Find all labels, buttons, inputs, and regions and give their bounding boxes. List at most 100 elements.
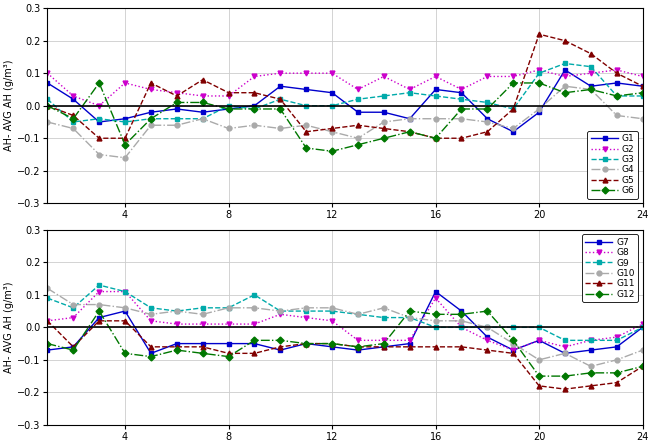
G10 xyxy=(380,305,388,310)
G11 xyxy=(276,344,284,350)
G6 xyxy=(69,116,77,121)
G2 xyxy=(406,87,413,92)
G3 xyxy=(225,103,232,108)
Line: G4: G4 xyxy=(45,84,645,160)
G8 xyxy=(302,315,310,320)
G7 xyxy=(458,308,466,314)
Line: G10: G10 xyxy=(45,286,645,369)
G8 xyxy=(251,322,259,327)
G1 xyxy=(69,96,77,102)
G4 xyxy=(173,123,181,128)
G7 xyxy=(225,341,232,346)
G4 xyxy=(328,129,336,134)
G4 xyxy=(483,120,491,125)
G11 xyxy=(147,344,155,350)
Legend: G7, G8, G9, G10, G11, G12: G7, G8, G9, G10, G11, G12 xyxy=(582,234,638,302)
G7 xyxy=(509,347,517,353)
G7 xyxy=(276,347,284,353)
G7 xyxy=(639,325,646,330)
G9 xyxy=(173,308,181,314)
Y-axis label: AH- AVG AH (g/m³): AH- AVG AH (g/m³) xyxy=(4,281,14,373)
G11 xyxy=(613,380,621,385)
G1 xyxy=(121,116,129,121)
G8 xyxy=(639,322,646,327)
G12 xyxy=(432,312,439,317)
G10 xyxy=(302,305,310,310)
G7 xyxy=(147,351,155,356)
G3 xyxy=(44,96,52,102)
G11 xyxy=(44,318,52,323)
Line: G12: G12 xyxy=(45,309,645,379)
G2 xyxy=(95,103,103,108)
G2 xyxy=(147,87,155,92)
G1 xyxy=(432,87,439,92)
G2 xyxy=(561,74,569,79)
G9 xyxy=(199,305,206,310)
G11 xyxy=(380,344,388,350)
G6 xyxy=(276,106,284,112)
G2 xyxy=(121,80,129,86)
G3 xyxy=(173,116,181,121)
G5 xyxy=(225,90,232,95)
G1 xyxy=(613,80,621,86)
G5 xyxy=(354,123,362,128)
G6 xyxy=(613,93,621,99)
G9 xyxy=(535,325,543,330)
G9 xyxy=(95,282,103,288)
G3 xyxy=(328,103,336,108)
G8 xyxy=(328,318,336,323)
G10 xyxy=(613,357,621,363)
G6 xyxy=(354,142,362,148)
Line: G9: G9 xyxy=(45,283,645,343)
G8 xyxy=(121,289,129,294)
G7 xyxy=(302,341,310,346)
G5 xyxy=(458,136,466,141)
G7 xyxy=(483,334,491,340)
G12 xyxy=(225,354,232,359)
G2 xyxy=(354,87,362,92)
G1 xyxy=(354,110,362,115)
G12 xyxy=(509,338,517,343)
G8 xyxy=(199,322,206,327)
G12 xyxy=(380,341,388,346)
G9 xyxy=(147,305,155,310)
Line: G5: G5 xyxy=(45,32,645,140)
G12 xyxy=(458,312,466,317)
G2 xyxy=(483,74,491,79)
G11 xyxy=(483,347,491,353)
G2 xyxy=(458,87,466,92)
G5 xyxy=(44,103,52,108)
G9 xyxy=(639,325,646,330)
G11 xyxy=(639,363,646,369)
G2 xyxy=(380,74,388,79)
G7 xyxy=(354,347,362,353)
G10 xyxy=(535,357,543,363)
G4 xyxy=(509,126,517,131)
G11 xyxy=(587,383,595,388)
G4 xyxy=(406,116,413,121)
G4 xyxy=(561,83,569,89)
G6 xyxy=(639,90,646,95)
G11 xyxy=(458,344,466,350)
G3 xyxy=(587,64,595,70)
G3 xyxy=(639,93,646,99)
G2 xyxy=(302,70,310,76)
G9 xyxy=(406,315,413,320)
G3 xyxy=(561,61,569,66)
G11 xyxy=(173,344,181,350)
G4 xyxy=(380,120,388,125)
G10 xyxy=(173,308,181,314)
G5 xyxy=(199,77,206,83)
G9 xyxy=(483,325,491,330)
G5 xyxy=(483,129,491,134)
G3 xyxy=(354,96,362,102)
G3 xyxy=(302,103,310,108)
G2 xyxy=(587,70,595,76)
G12 xyxy=(302,341,310,346)
G7 xyxy=(69,344,77,350)
G1 xyxy=(535,110,543,115)
G9 xyxy=(561,338,569,343)
G7 xyxy=(613,344,621,350)
G3 xyxy=(613,93,621,99)
G5 xyxy=(328,126,336,131)
